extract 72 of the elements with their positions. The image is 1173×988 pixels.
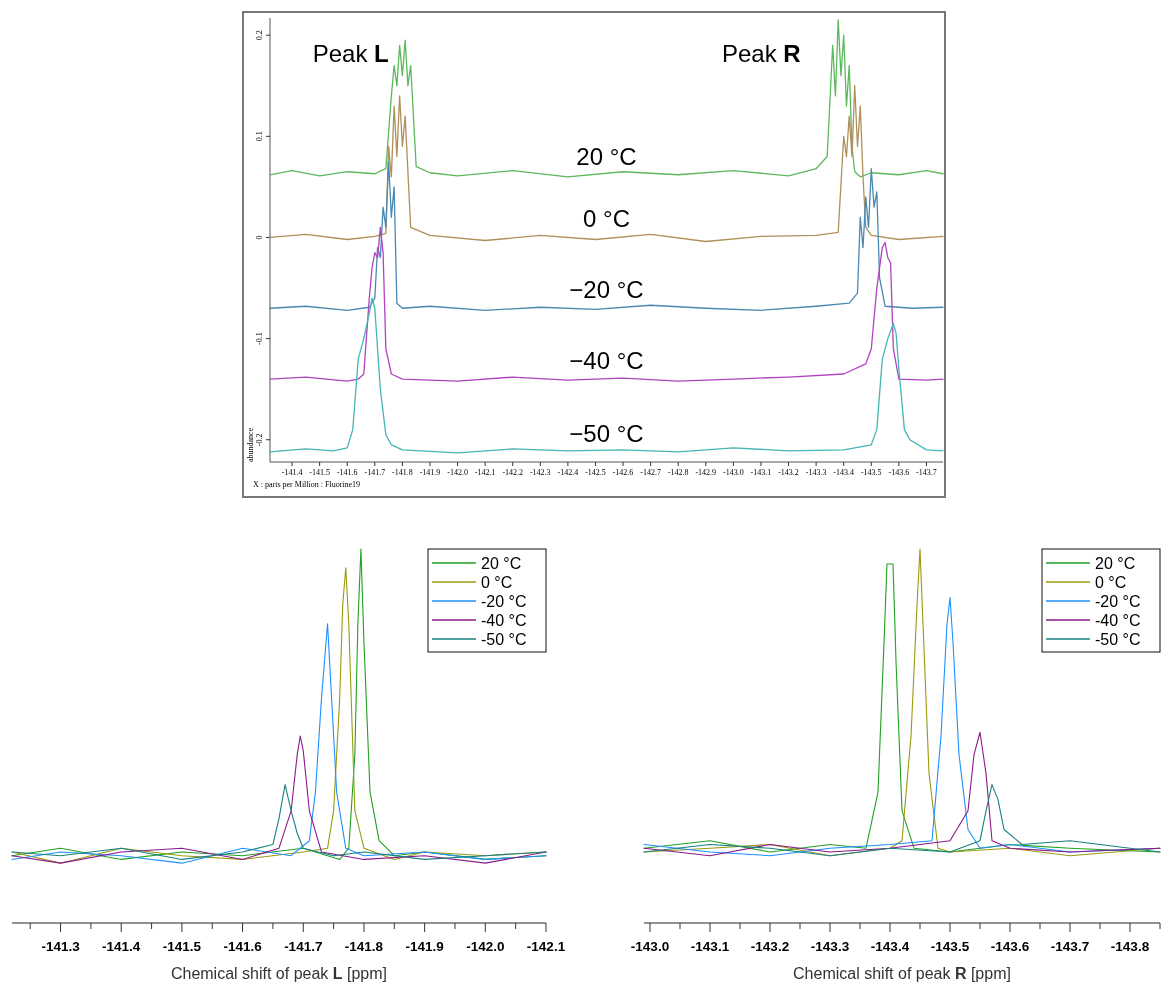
x-axis-title: X : parts per Million : Fluorine19 (253, 480, 361, 489)
x-tick-label: -142.4 (557, 468, 579, 477)
x-tick-label: -143.3 (810, 939, 850, 954)
x-tick-label: -141.5 (162, 939, 202, 954)
legend-label: -40 °C (1095, 612, 1141, 629)
x-tick-label: -141.5 (309, 468, 330, 477)
x-tick-label: -143.4 (833, 468, 855, 477)
annotation: Peak L (312, 40, 389, 68)
x-tick-label: -142.5 (585, 468, 606, 477)
x-tick-label: -141.6 (223, 939, 263, 954)
x-tick-label: -141.9 (419, 468, 441, 477)
x-tick-label: -143.5 (930, 939, 970, 954)
y-tick-label: -0.1 (255, 332, 264, 345)
x-tick-label: -141.8 (392, 468, 413, 477)
y-tick-label: 0.1 (255, 131, 264, 142)
series-label: −20 °C (569, 276, 644, 304)
legend-label: 0 °C (1095, 574, 1127, 591)
x-tick-label: -143.8 (1110, 939, 1150, 954)
x-tick-label: -143.2 (778, 468, 799, 477)
x-tick-label: -142.0 (466, 939, 505, 954)
x-tick-label: -141.8 (344, 939, 384, 954)
series-label: 20 °C (576, 142, 637, 170)
x-tick-label: -141.9 (405, 939, 444, 954)
x-tick-label: -143.2 (750, 939, 790, 954)
legend-label: -20 °C (481, 593, 527, 610)
x-tick-label: -142.2 (502, 468, 524, 477)
legend-label: -50 °C (1095, 631, 1141, 648)
legend-label: -20 °C (1095, 593, 1141, 610)
x-tick-label: -142.9 (695, 468, 717, 477)
x-tick-label: -143.0 (723, 468, 744, 477)
x-tick-label: -141.3 (41, 939, 81, 954)
x-tick-label: -143.6 (990, 939, 1030, 954)
x-axis-title: Chemical shift of peak R [ppm] (793, 965, 1011, 982)
x-tick-label: -142.6 (612, 468, 634, 477)
x-tick-label: -141.4 (102, 939, 141, 954)
line-series (269, 85, 944, 243)
x-tick-label: -141.6 (336, 468, 358, 477)
x-tick-label: -143.6 (888, 468, 910, 477)
legend-label: 20 °C (1095, 555, 1136, 572)
line-series (269, 226, 944, 382)
y-tick-label: 0 (255, 235, 264, 240)
x-tick-label: -143.1 (690, 939, 730, 954)
series-label: −40 °C (569, 347, 644, 375)
x-tick-label: -143.5 (860, 468, 882, 477)
x-tick-label: -141.7 (284, 939, 323, 954)
x-tick-label: -143.3 (805, 468, 827, 477)
x-tick-label: -142.7 (640, 468, 661, 477)
x-tick-label: -143.7 (1050, 939, 1090, 954)
x-tick-label: -143.4 (870, 939, 910, 954)
line-series (269, 19, 944, 178)
x-tick-label: -143.0 (630, 939, 670, 954)
y-axis-title: abundance (246, 427, 255, 462)
x-tick-label: -141.7 (364, 468, 386, 477)
x-tick-label: -143.7 (916, 468, 937, 477)
legend-label: 20 °C (481, 555, 522, 572)
x-tick-label: -142.1 (474, 468, 496, 477)
x-tick-label: -143.1 (750, 468, 772, 477)
x-tick-label: -142.1 (526, 939, 566, 954)
legend-label: 0 °C (481, 574, 513, 591)
x-tick-label: -142.8 (667, 468, 689, 477)
series-label: −50 °C (569, 419, 644, 447)
y-tick-label: -0.2 (255, 433, 264, 447)
x-tick-label: -142.3 (529, 468, 551, 477)
line-series (269, 297, 944, 454)
x-tick-label: -141.4 (281, 468, 303, 477)
legend-label: -50 °C (481, 631, 527, 648)
annotation: Peak R (721, 40, 801, 68)
legend-label: -40 °C (481, 612, 527, 629)
x-tick-label: -142.0 (447, 468, 468, 477)
y-tick-label: 0.2 (255, 30, 264, 41)
x-axis-title: Chemical shift of peak L [ppm] (170, 965, 388, 982)
series-label: 0 °C (583, 205, 630, 233)
